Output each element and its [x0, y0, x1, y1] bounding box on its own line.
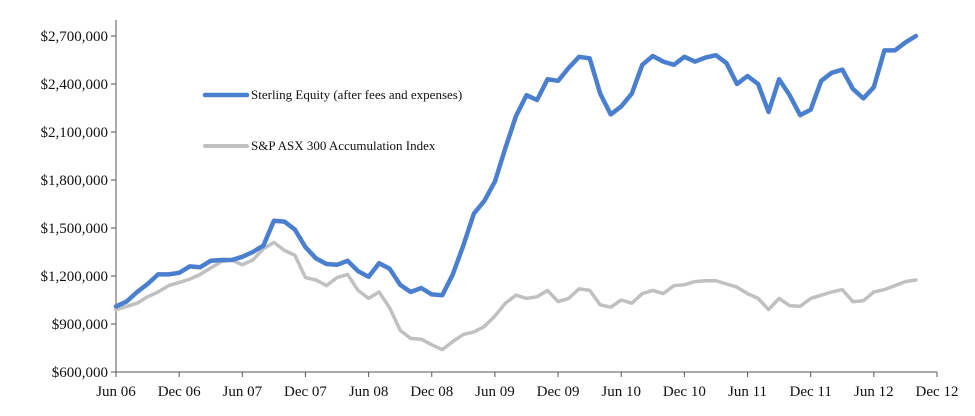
x-tick-label: Jun 12	[854, 384, 894, 400]
x-tick-label: Dec 08	[410, 384, 453, 400]
y-tick-label: $1,500,000	[41, 221, 109, 237]
x-tick-label: Dec 07	[284, 384, 327, 400]
x-tick-label: Dec 06	[158, 384, 201, 400]
y-tick-label: $600,000	[52, 365, 108, 381]
y-tick-label: $1,800,000	[41, 173, 109, 189]
x-tick-label: Jun 09	[475, 384, 515, 400]
y-tick-label: $1,200,000	[41, 269, 109, 285]
y-tick-label: $2,400,000	[41, 77, 109, 93]
legend-label-sp-asx-300: S&P ASX 300 Accumulation Index	[251, 138, 436, 153]
legend: Sterling Equity (after fees and expenses…	[202, 87, 462, 153]
series-line-sp-asx-300	[114, 240, 918, 352]
x-tick-label: Jun 07	[223, 384, 263, 400]
x-tick-label: Jun 06	[96, 384, 136, 400]
x-axis: Jun 06 Dec 06 Jun 07 Dec 07 Jun 08 Dec 08 Jun …	[96, 371, 959, 400]
y-tick-label: $2,700,000	[41, 29, 109, 45]
legend-label-sterling-equity: Sterling Equity (after fees and expenses…	[251, 87, 462, 102]
x-tick-label: Jun 10	[601, 384, 641, 400]
x-tick-label: Dec 09	[537, 384, 580, 400]
series-lines	[113, 33, 919, 352]
x-tick-label: Dec 11	[790, 384, 832, 400]
series-line-sterling-equity	[113, 33, 919, 309]
x-tick-label: Dec 10	[663, 384, 706, 400]
x-tick-label: Dec 12	[916, 384, 959, 400]
y-axis: $600,000 $900,000 $1,200,000 $1,500,000 $1,8…	[41, 20, 117, 381]
y-tick-label: $2,100,000	[41, 125, 109, 141]
y-tick-label: $900,000	[52, 317, 108, 333]
x-tick-label: Jun 11	[728, 384, 767, 400]
x-tick-label: Jun 08	[349, 384, 389, 400]
